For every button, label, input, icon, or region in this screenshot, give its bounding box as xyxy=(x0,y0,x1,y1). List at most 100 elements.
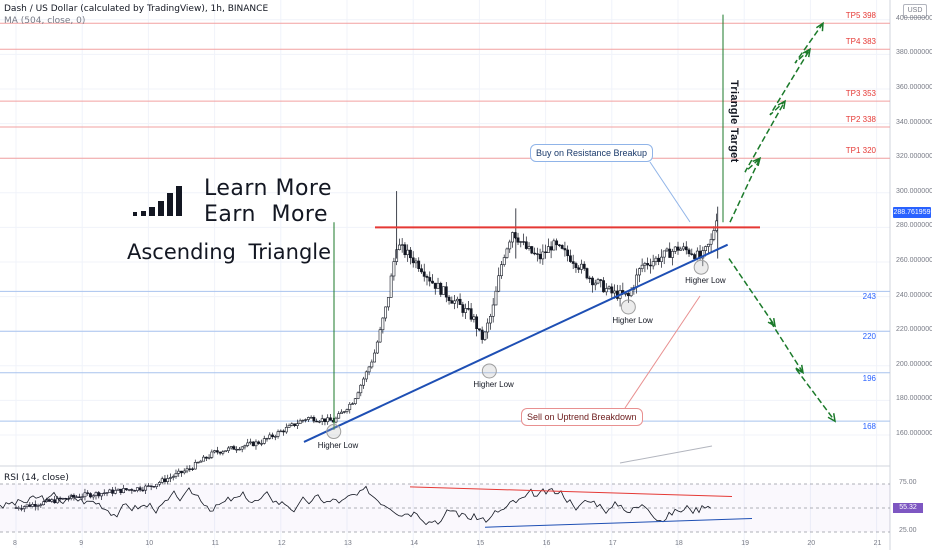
candle-body xyxy=(182,470,186,474)
candle-body xyxy=(378,329,382,343)
candle-body xyxy=(524,241,528,249)
candle-body xyxy=(610,286,614,294)
candle-body xyxy=(574,263,578,269)
sell-callout: Sell on Uptrend Breakdown xyxy=(521,408,643,426)
candle-body xyxy=(42,501,45,506)
candle-body xyxy=(668,248,672,258)
candle-body xyxy=(660,256,663,262)
candle-body xyxy=(362,378,365,386)
candle-body xyxy=(133,490,137,492)
candle-body xyxy=(502,257,506,265)
candle-body xyxy=(607,286,611,289)
candle-body xyxy=(301,419,305,422)
candle-body xyxy=(461,304,465,313)
candle-body xyxy=(585,268,589,279)
breakdown-target-arrow xyxy=(728,258,836,422)
candle-body xyxy=(417,260,421,269)
rsi-divergence-line xyxy=(409,486,733,497)
candle-body xyxy=(511,232,514,243)
candle-body xyxy=(193,462,197,470)
candle-body xyxy=(144,485,148,491)
candle-body xyxy=(163,478,167,482)
arrow-head xyxy=(777,99,786,110)
candle-body xyxy=(53,499,57,504)
candle-body xyxy=(262,438,266,444)
candle-body xyxy=(505,248,509,258)
candle-body xyxy=(439,282,443,295)
y-tick-label: 340.000000 xyxy=(896,118,932,126)
candle-body xyxy=(455,298,459,302)
take-profit-label: TP3 353 xyxy=(845,89,876,99)
x-tick-label: 19 xyxy=(741,540,749,547)
candle-body xyxy=(130,489,134,491)
x-tick-label: 16 xyxy=(542,540,551,547)
candle-body xyxy=(260,443,263,445)
currency-badge[interactable]: USD xyxy=(903,4,927,18)
x-tick-label: 18 xyxy=(675,540,683,547)
candle-body xyxy=(329,417,332,421)
x-tick-label: 14 xyxy=(410,540,418,547)
candle-body xyxy=(472,316,476,320)
candle-body xyxy=(64,497,68,500)
learn-more-text: Learn More xyxy=(204,176,333,201)
rsi-tick-label: 75.00 xyxy=(899,479,917,486)
candle-body xyxy=(124,488,128,491)
buy-callout: Buy on Resistance Breakup xyxy=(530,144,654,162)
candle-body xyxy=(384,306,388,319)
candle-body xyxy=(486,322,490,333)
candle-body xyxy=(706,243,710,247)
candle-body xyxy=(80,496,84,498)
higher-low-label: Higher Low xyxy=(685,276,726,286)
candle-body xyxy=(334,417,338,423)
candle-body xyxy=(108,489,112,493)
arrow-head xyxy=(802,47,811,58)
candle-body xyxy=(422,271,426,277)
candle-body xyxy=(257,441,261,444)
arrow-head xyxy=(767,317,776,328)
candle-body xyxy=(450,300,454,304)
candle-body xyxy=(381,317,385,331)
rsi-indicator-label[interactable]: RSI (14, close) xyxy=(4,473,69,483)
candle-body xyxy=(375,341,379,354)
candle-body xyxy=(119,488,123,493)
candle-body xyxy=(39,504,43,506)
uptrend-line xyxy=(303,243,729,443)
candle-body xyxy=(295,423,299,426)
y-tick-label: 320.000000 xyxy=(896,153,932,161)
y-tick-label: 200.000000 xyxy=(896,360,932,368)
candle-body xyxy=(138,487,142,491)
candle-body xyxy=(637,268,641,276)
ma-indicator-label[interactable]: MA (504, close, 0) xyxy=(4,16,86,26)
candle-body xyxy=(701,250,705,259)
candle-body xyxy=(690,253,694,255)
candle-body xyxy=(475,316,479,330)
candle-body xyxy=(318,421,321,423)
arrow-head xyxy=(815,21,824,32)
arrow-head xyxy=(827,413,836,423)
candle-body xyxy=(552,240,556,251)
candle-body xyxy=(102,492,106,494)
candle-body xyxy=(298,420,302,424)
candle-body xyxy=(373,352,376,363)
current-price-badge: 288.761959 xyxy=(893,207,931,219)
candle-body xyxy=(78,496,81,498)
signal-bar xyxy=(167,193,173,216)
candle-body xyxy=(370,361,374,368)
candle-body xyxy=(174,473,178,477)
candle-body xyxy=(149,485,153,487)
candle-body xyxy=(202,456,205,462)
candle-body xyxy=(464,308,468,313)
take-profit-label: TP2 338 xyxy=(845,115,876,125)
y-tick-label: 360.000000 xyxy=(896,84,932,91)
candle-body xyxy=(226,447,230,452)
candle-body xyxy=(240,446,244,450)
candle-body xyxy=(254,441,258,447)
candle-body xyxy=(409,249,412,259)
candle-body xyxy=(210,451,214,458)
candle-body xyxy=(489,316,492,324)
candle-body xyxy=(665,248,669,252)
candle-body xyxy=(177,470,181,474)
candle-body xyxy=(342,411,346,413)
candle-body xyxy=(596,279,600,284)
